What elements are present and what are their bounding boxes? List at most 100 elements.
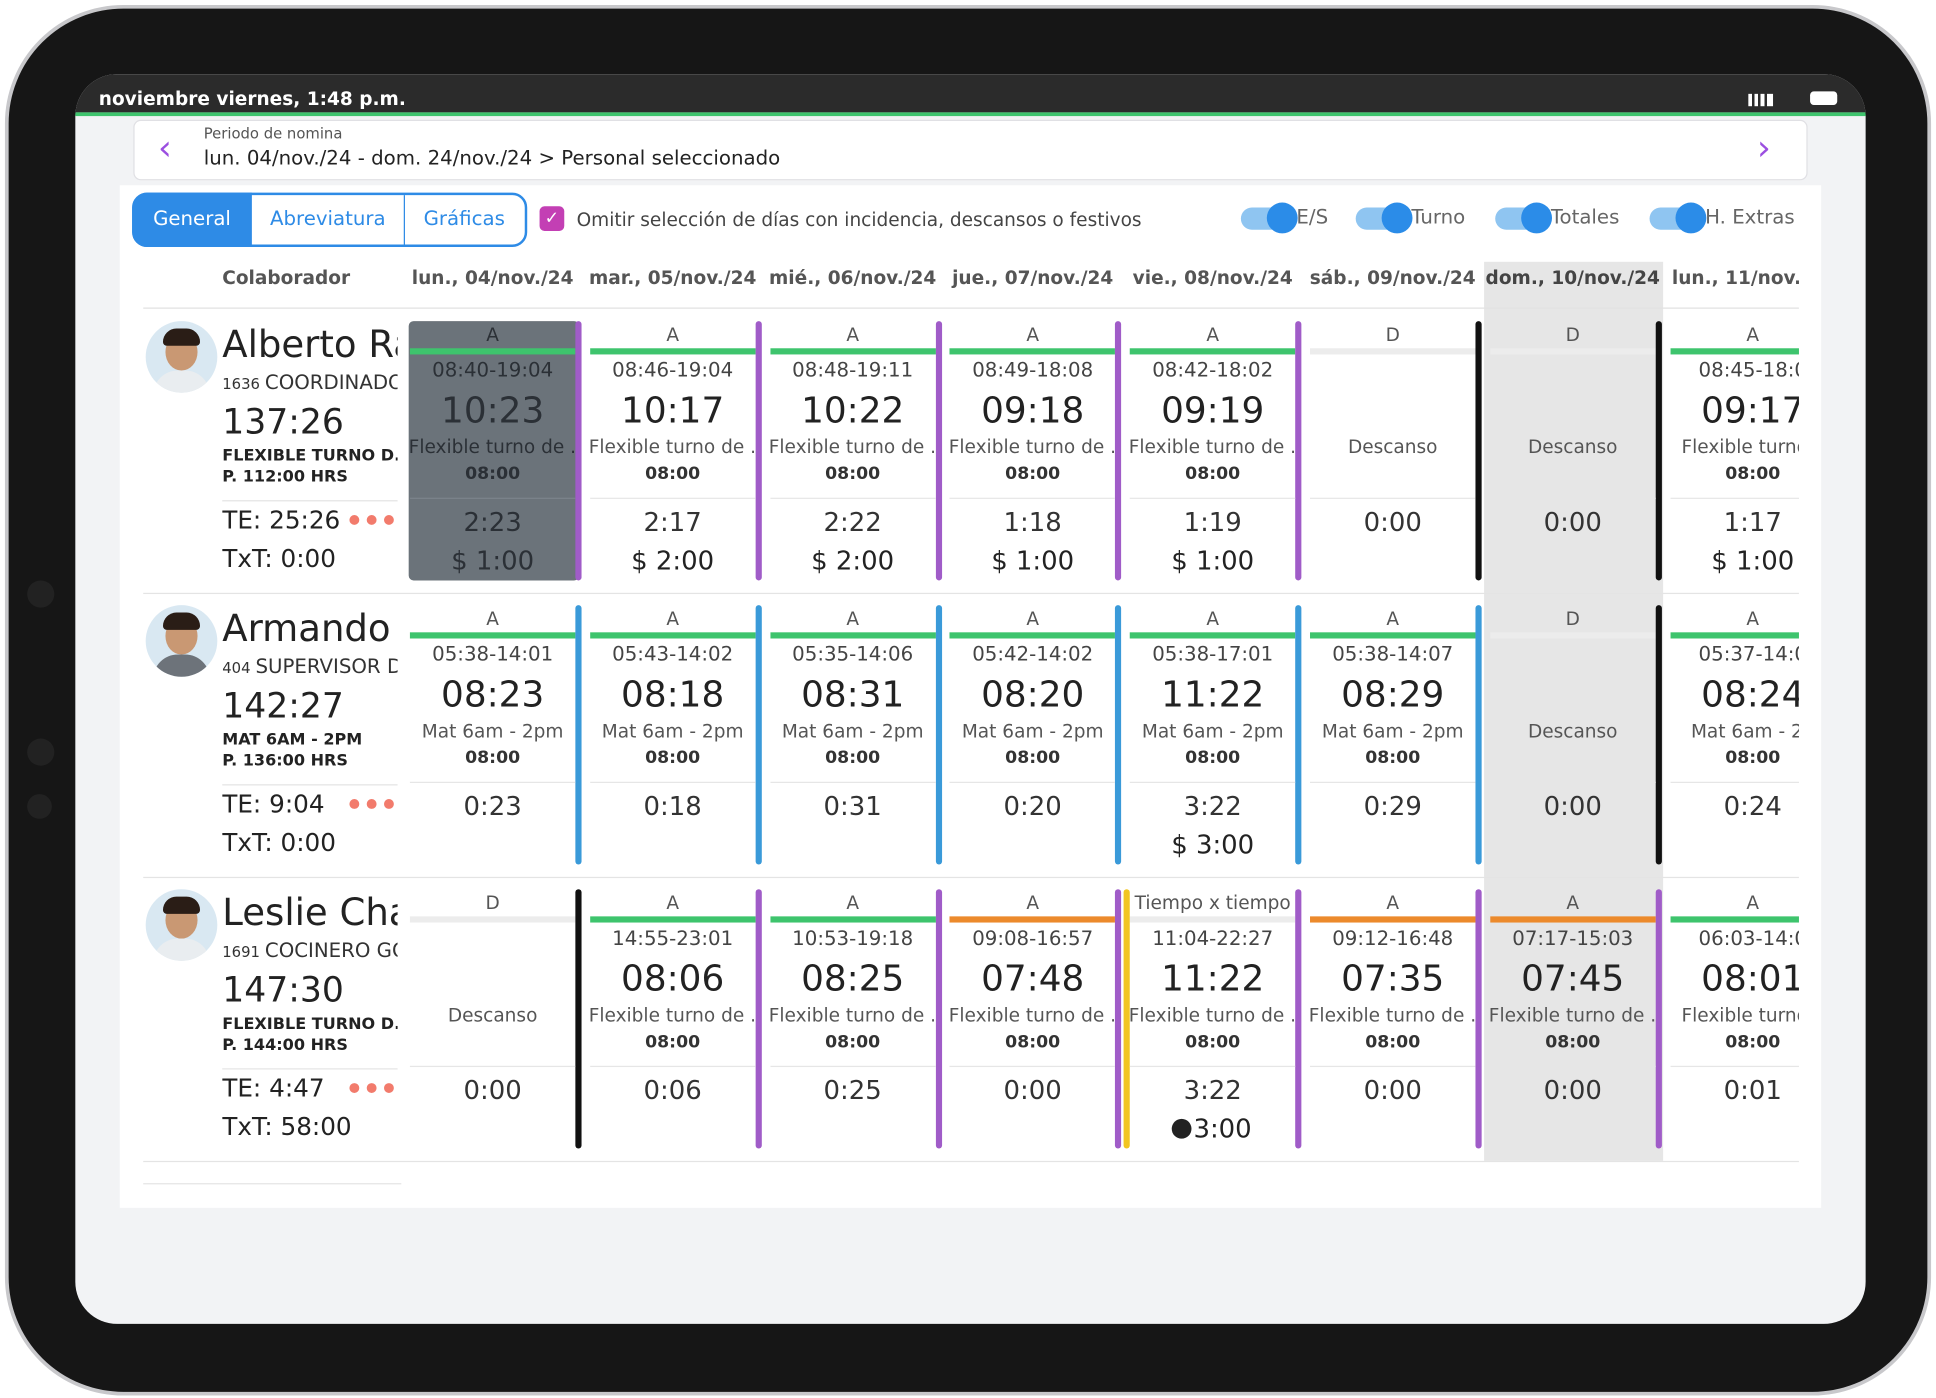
cell-code: A xyxy=(486,322,499,346)
cell-border xyxy=(1295,605,1302,865)
battery-icon xyxy=(1810,91,1838,105)
cell-code: A xyxy=(1026,891,1040,914)
cell-bar xyxy=(949,348,1116,355)
more-dot[interactable] xyxy=(349,514,360,525)
cell-hours: 10:22 xyxy=(801,389,905,432)
side-button xyxy=(27,794,52,819)
cell-code: A xyxy=(1206,607,1220,630)
cell-bar xyxy=(769,916,936,923)
more-dot[interactable] xyxy=(349,799,360,809)
cell-times: 08:46-19:04 xyxy=(612,358,734,382)
cell-border xyxy=(1655,321,1662,581)
checkbox[interactable]: ✓ xyxy=(539,206,565,231)
cell-hours: 10:23 xyxy=(441,389,545,432)
cell-pay: $ 3:00 xyxy=(1171,829,1255,860)
cell-extra: 3:22 xyxy=(1183,1075,1242,1106)
more-dot[interactable] xyxy=(349,1083,360,1093)
cell-divider xyxy=(1129,497,1296,499)
cell-code: D xyxy=(1385,322,1400,346)
toggle-label: E/S xyxy=(1296,205,1329,229)
toggle-knob[interactable] xyxy=(1521,202,1553,234)
cell-divider xyxy=(409,781,576,783)
cell-bar xyxy=(949,916,1116,923)
cell-times: 05:35-14:06 xyxy=(792,642,914,666)
header-line xyxy=(143,307,1799,309)
employee-planned: P. 144:00 HRS xyxy=(222,1036,348,1055)
divider xyxy=(222,500,398,502)
cell-planned: 08:00 xyxy=(1365,1032,1421,1053)
cell-shift: Mat 6am - 2pm xyxy=(1321,719,1464,742)
cell-hours: 09:17 xyxy=(1701,389,1799,432)
tab[interactable]: General xyxy=(153,206,231,230)
cell-times: 08:42-18:02 xyxy=(1152,358,1274,382)
cell-code: A xyxy=(1206,322,1220,346)
divider xyxy=(222,784,398,786)
employee-code: 1636 xyxy=(222,375,260,393)
cell-times: 14:55-23:01 xyxy=(612,926,734,950)
more-dot[interactable] xyxy=(366,799,377,809)
cell-times: 08:48-19:11 xyxy=(792,358,914,382)
cell-shift: Descanso xyxy=(1347,435,1438,458)
cell-shift: Mat 6am - 2pm xyxy=(421,719,564,742)
employee-te: TE: 9:04 xyxy=(222,788,325,819)
cell-times: 08:45-18:0 xyxy=(1698,358,1799,382)
more-dot[interactable] xyxy=(383,799,394,809)
cell-bar xyxy=(589,632,756,639)
cell-bar xyxy=(409,916,576,923)
toggle-label: H. Extras xyxy=(1705,205,1795,229)
cell-times: 10:53-19:18 xyxy=(792,926,914,950)
cell-times: 05:38-14:07 xyxy=(1332,642,1454,666)
cell-hours: 07:48 xyxy=(981,957,1085,1000)
cell-divider xyxy=(409,497,576,499)
toggle-knob[interactable] xyxy=(1675,202,1707,234)
cell-border xyxy=(1475,605,1482,865)
toggle-knob[interactable] xyxy=(1381,202,1413,234)
cell-shift: Mat 6am - 2pm xyxy=(781,719,924,742)
cell-bar xyxy=(1490,916,1656,923)
cell-extra: 0:00 xyxy=(1363,507,1422,538)
cell-planned: 08:00 xyxy=(645,464,701,485)
cell-times: 08:40-19:04 xyxy=(432,358,554,382)
cell-hours: 09:19 xyxy=(1161,389,1265,432)
more-dot[interactable] xyxy=(366,514,377,525)
cell-code: A xyxy=(666,607,679,630)
cell-extra: 0:29 xyxy=(1363,791,1422,822)
cell-times: 05:37-14:0 xyxy=(1698,642,1799,666)
cell-code: D xyxy=(1565,322,1580,346)
prev-period[interactable]: ‹ xyxy=(158,127,172,168)
cell-divider xyxy=(1490,1065,1656,1068)
cell-code: A xyxy=(846,891,860,914)
cell-border xyxy=(755,321,762,581)
cell-extra: 2:22 xyxy=(823,507,882,538)
tab[interactable]: Abreviatura xyxy=(269,206,386,230)
toggle-knob[interactable] xyxy=(1266,202,1298,234)
employee-planned: P. 136:00 HRS xyxy=(222,752,348,771)
cell-hours: 11:22 xyxy=(1161,957,1265,1000)
cell-bar xyxy=(1310,916,1476,923)
cell-shift: Flexible turno de ... xyxy=(1128,435,1297,458)
cell-extra: 0:00 xyxy=(463,1075,522,1106)
cell-code: A xyxy=(666,891,679,914)
more-dot[interactable] xyxy=(366,1083,377,1093)
cell-shift: Flexible turno de ... xyxy=(588,1003,757,1026)
more-dot[interactable] xyxy=(383,1083,394,1093)
next-period[interactable]: › xyxy=(1756,127,1771,168)
cell-shift: Flexible turno c xyxy=(1681,1003,1798,1026)
employee-code: 404 xyxy=(222,659,251,677)
cell-planned: 08:00 xyxy=(1005,1032,1061,1053)
more-dot[interactable] xyxy=(383,514,394,525)
cell-divider xyxy=(949,1065,1116,1068)
cell-extra: 0:06 xyxy=(643,1075,702,1106)
employee-role: SUPERVISOR DE xyxy=(255,654,397,679)
cell-planned: 08:00 xyxy=(1185,748,1241,769)
cell-planned: 08:00 xyxy=(465,748,521,769)
cell-extra: 0:18 xyxy=(643,791,702,822)
cell-extra: 1:19 xyxy=(1183,507,1242,538)
cell-divider xyxy=(409,1065,576,1068)
cell-hours: 08:01 xyxy=(1701,957,1799,1000)
cell-bar xyxy=(1670,348,1799,355)
cell-border xyxy=(1115,889,1122,1149)
tab[interactable]: Gráficas xyxy=(423,206,505,230)
cell-code: A xyxy=(1026,322,1040,346)
employee-planned: P. 112:00 HRS xyxy=(222,468,348,487)
